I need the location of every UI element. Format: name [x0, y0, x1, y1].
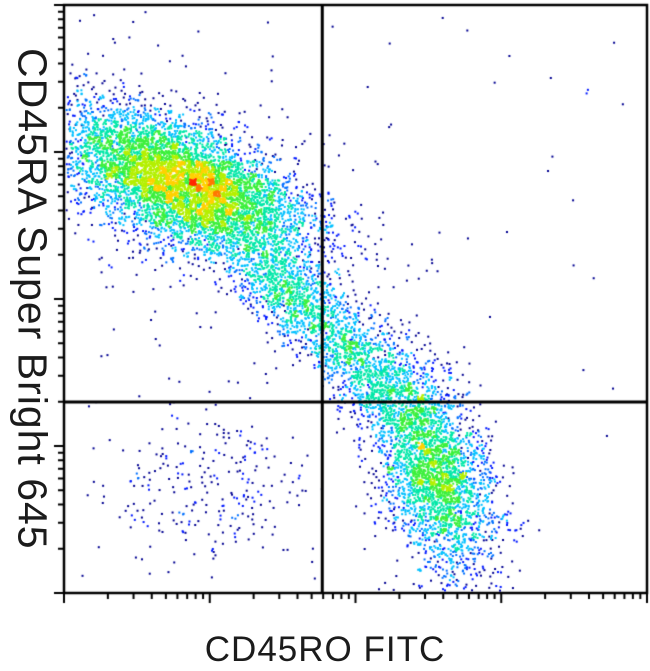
flow-cytometry-figure: CD45RA Super Bright 645 CD45RO FITC	[0, 0, 650, 671]
density-scatter-canvas	[0, 0, 650, 671]
